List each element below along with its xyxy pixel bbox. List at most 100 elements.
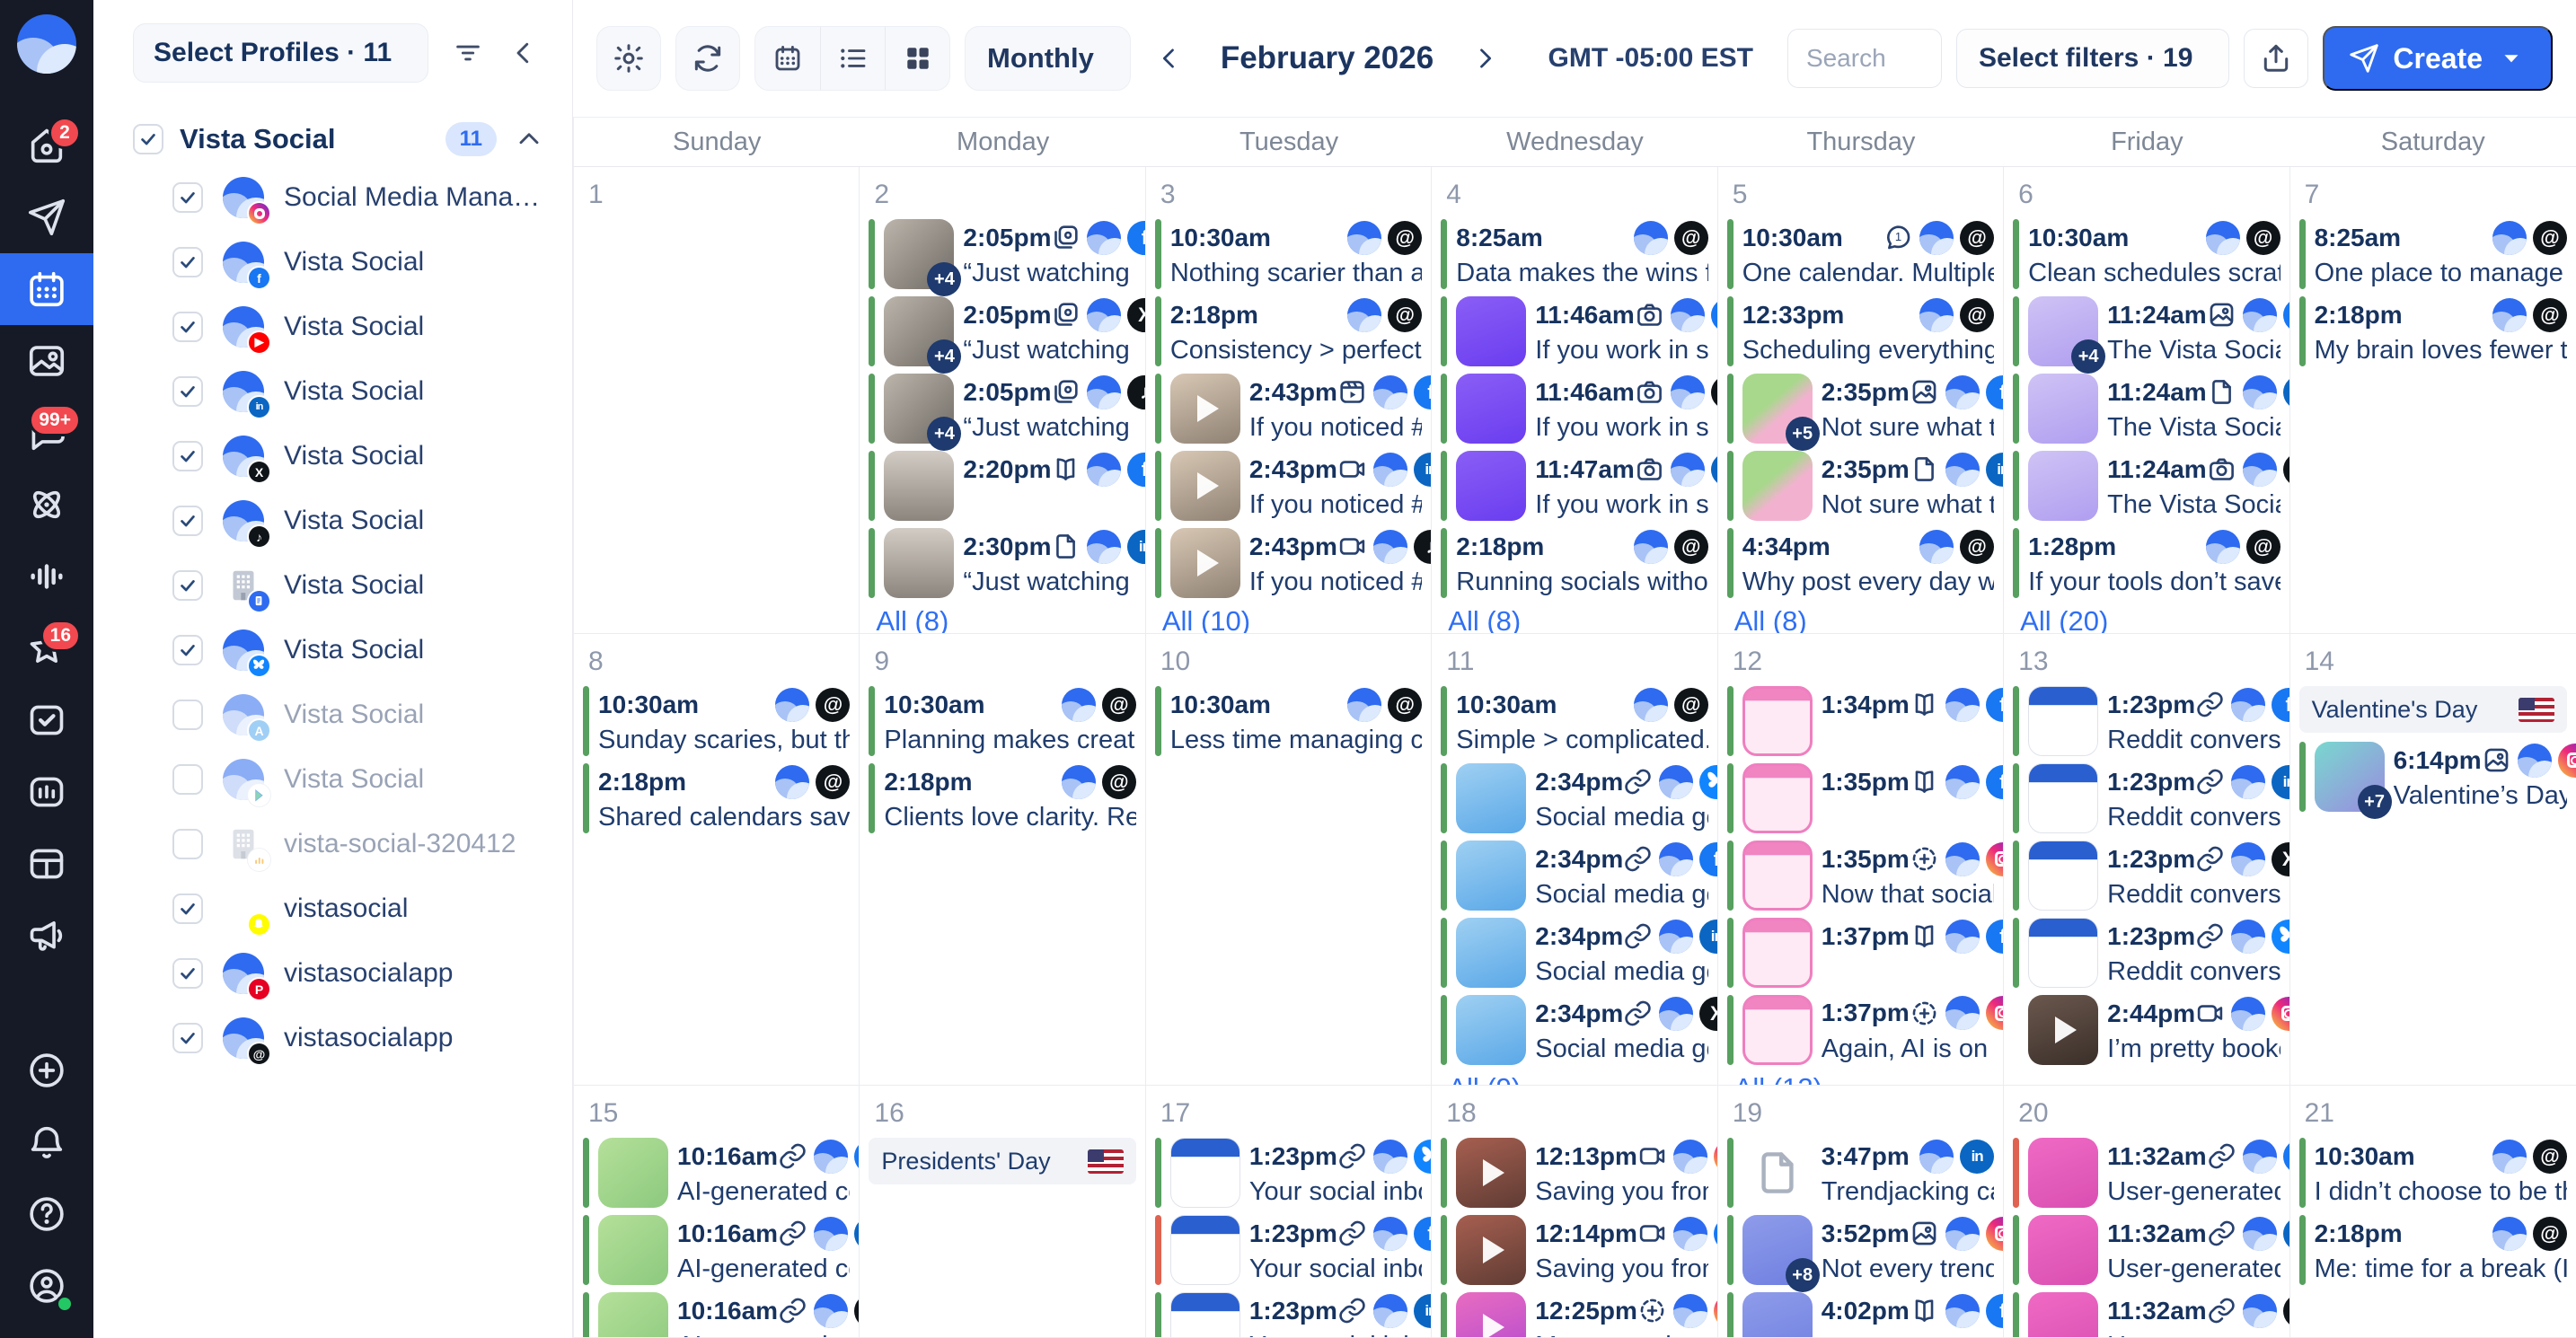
sidebar-item-star[interactable]: 16 — [0, 612, 93, 684]
calendar-event[interactable]: 1:23pm f Reddit conversati… — [2013, 686, 2289, 756]
select-profiles-dropdown[interactable]: Select Profiles · 11 — [133, 23, 429, 83]
calendar-event[interactable]: +4 11:24am f The Vista Social F… — [2013, 296, 2289, 374]
show-all-link[interactable]: All (9) — [1448, 1072, 1707, 1085]
profile-item[interactable]: @ vistasocialapp — [93, 1006, 572, 1070]
profile-checkbox[interactable] — [172, 506, 203, 536]
sidebar-item-image[interactable] — [0, 325, 93, 397]
day-cell[interactable]: 7 8:25am @ One place to manage … 2:18pm … — [2289, 167, 2576, 634]
calendar-event[interactable]: 2:18pm @ Shared calendars save… — [583, 763, 851, 833]
calendar-event[interactable]: 1:37pm f — [1726, 918, 2004, 988]
chevron-up-icon[interactable] — [513, 123, 545, 155]
profile-checkbox[interactable] — [172, 441, 203, 471]
profile-item[interactable]: Social Media Managem… — [93, 165, 572, 230]
show-all-link[interactable]: All (20) — [2020, 605, 2109, 634]
calendar-event[interactable]: 11:46am f If you work in soci… — [1441, 296, 1717, 366]
vista-social-logo[interactable] — [17, 14, 76, 74]
profile-checkbox[interactable] — [172, 958, 203, 989]
calendar-event[interactable]: 1:34pm f — [1726, 686, 2004, 756]
calendar-event[interactable]: 10:30am @ Simple > complicated. … — [1441, 686, 1708, 756]
calendar-event[interactable]: 2:43pm f If you noticed #17 … — [1154, 374, 1432, 444]
profile-checkbox[interactable] — [172, 829, 203, 859]
sidebar-item-help[interactable] — [0, 1178, 93, 1250]
next-month-button[interactable] — [1460, 43, 1509, 74]
day-cell[interactable]: 10 10:30am @ Less time managing co… — [1145, 634, 1433, 1086]
calendar-view-button[interactable] — [755, 27, 820, 90]
settings-button[interactable] — [596, 26, 661, 91]
day-cell[interactable]: 1 — [574, 167, 860, 634]
profile-item[interactable]: vista-social-320412 — [93, 812, 572, 876]
calendar-event[interactable]: 2:18pm @ Clients love clarity. Rep… — [869, 763, 1136, 833]
calendar-event[interactable]: 2:18pm @ Consistency > perfecti… — [1154, 296, 1423, 366]
calendar-event[interactable]: 1:23pm Reddit conversati… — [2013, 918, 2289, 988]
sidebar-item-stats[interactable] — [0, 756, 93, 828]
sidebar-item-user[interactable] — [0, 1250, 93, 1322]
day-cell[interactable]: 15 10:16am f AI-generated con… 10:16am i… — [574, 1086, 860, 1338]
show-all-link[interactable]: All (8) — [876, 605, 949, 634]
profile-item[interactable]: X Vista Social — [93, 424, 572, 489]
show-all-link[interactable]: All (12) — [1734, 1072, 1994, 1085]
calendar-event[interactable]: 2:34pm in Social media goa… — [1441, 918, 1717, 988]
calendar-event[interactable]: 1:35pm Now that social c… — [1726, 841, 2004, 911]
profile-item[interactable]: Vista Social — [93, 553, 572, 618]
calendar-event[interactable]: 10:30am @ Less time managing co… — [1154, 686, 1423, 756]
day-cell[interactable]: 11 10:30am @ Simple > complicated. … 2:3… — [1432, 634, 1718, 1086]
filters-dropdown[interactable]: Select filters · 19 — [1955, 29, 2230, 88]
calendar-event[interactable]: 2:34pm f Social media goa… — [1441, 841, 1717, 911]
profile-item[interactable]: ▶ Vista Social — [93, 295, 572, 359]
profile-item[interactable]: ♪ Vista Social — [93, 489, 572, 553]
calendar-event[interactable]: 10:30am @ I didn’t choose to be th… — [2298, 1138, 2567, 1208]
profile-checkbox[interactable] — [172, 570, 203, 601]
calendar-event[interactable]: 11:46am X If you work in soci… — [1441, 374, 1717, 444]
day-cell[interactable]: 9 10:30am @ Planning makes creati… 2:18p… — [860, 634, 1146, 1086]
sidebar-item-atom[interactable] — [0, 469, 93, 541]
refresh-button[interactable] — [675, 26, 740, 91]
sidebar-item-chats[interactable]: 99+ — [0, 397, 93, 469]
sidebar-item-plus[interactable] — [0, 1034, 93, 1106]
day-cell[interactable]: 6 10:30am @ Clean schedules scrat… +4 11… — [2004, 167, 2290, 634]
collapse-panel-icon[interactable] — [507, 37, 540, 69]
profile-checkbox[interactable] — [172, 700, 203, 730]
day-cell[interactable]: 20 11:32am f User-generated c… 11:32am i… — [2004, 1086, 2290, 1338]
calendar-event[interactable]: +7 6:14pm Valentine’s Day is … — [2298, 742, 2576, 819]
calendar-event[interactable]: 1:23pm f Your social inbox … — [1154, 1215, 1432, 1285]
profile-checkbox[interactable] — [172, 182, 203, 213]
calendar-event[interactable]: 1:23pm in Reddit conversati… — [2013, 763, 2289, 833]
calendar-event[interactable]: 4:02pm f — [1726, 1292, 2004, 1337]
day-cell[interactable]: 14 Valentine's Day +7 6:14pm Valentine’s … — [2289, 634, 2576, 1086]
sidebar-item-task[interactable] — [0, 684, 93, 756]
calendar-event[interactable]: 2:18pm @ My brain loves fewer ta… — [2298, 296, 2567, 366]
day-cell[interactable]: 3 10:30am @ Nothing scarier than a… 2:18… — [1145, 167, 1433, 634]
group-checkbox[interactable] — [133, 124, 163, 154]
calendar-event[interactable]: 2:43pm in If you noticed #17 … — [1154, 451, 1432, 521]
day-cell[interactable]: 17 1:23pm Your social inbox … 1:23pm f Y… — [1145, 1086, 1433, 1338]
profile-item[interactable]: in Vista Social — [93, 359, 572, 424]
calendar-event[interactable]: 3:47pm in Trendjacking can … — [1726, 1138, 1995, 1208]
calendar-event[interactable]: 10:16am X AI-generated con… — [583, 1292, 860, 1337]
sidebar-item-megaphone[interactable] — [0, 900, 93, 972]
sidebar-item-home[interactable]: 2 — [0, 110, 93, 181]
calendar-event[interactable]: 1:37pm Again, AI is on 🔥… — [1726, 995, 2004, 1065]
calendar-event[interactable]: 1:28pm @ If your tools don’t save … — [2013, 528, 2280, 598]
calendar-event[interactable]: 2:43pm ♪ If you noticed #17 … — [1154, 528, 1432, 598]
day-cell[interactable]: 12 1:34pm f 1:35pm f 1:35pm Now that soc… — [1717, 634, 2005, 1086]
show-all-link[interactable]: All (8) — [1734, 605, 1807, 634]
calendar-event[interactable]: 1:23pm in Your social inbox … — [1154, 1292, 1432, 1337]
calendar-event[interactable]: 10:30am @ Planning makes creati… — [869, 686, 1136, 756]
calendar-event[interactable]: 4:34pm @ Why post every day wh… — [1726, 528, 1995, 598]
calendar-event[interactable]: 1:23pm X Reddit conversati… — [2013, 841, 2289, 911]
profile-filter-icon[interactable] — [452, 37, 484, 69]
day-cell[interactable]: 5 10:30am 1 @ One calendar. Multiple … 12… — [1717, 167, 2005, 634]
day-cell[interactable]: 18 12:13pm Saving you from … 12:14pm f S… — [1432, 1086, 1718, 1338]
calendar-event[interactable]: 11:24am X The Vista Social F… — [2013, 451, 2289, 521]
calendar-event[interactable]: 2:30pm in “Just watching for… — [869, 528, 1145, 598]
calendar-event[interactable]: 2:20pm f — [869, 451, 1145, 521]
calendar-event[interactable]: 2:44pm I’m pretty booked… — [2013, 995, 2289, 1065]
profile-checkbox[interactable] — [172, 1023, 203, 1053]
create-button[interactable]: Create — [2323, 26, 2553, 91]
export-button[interactable] — [2244, 29, 2309, 88]
show-all-link[interactable]: All (8) — [1448, 605, 1522, 634]
profile-item[interactable]: P vistasocialapp — [93, 941, 572, 1006]
calendar-event[interactable]: 10:30am @ Nothing scarier than a… — [1154, 219, 1423, 289]
calendar-event[interactable]: +5 2:35pm f Not sure what to … — [1726, 374, 2004, 451]
sidebar-item-wave[interactable] — [0, 541, 93, 612]
